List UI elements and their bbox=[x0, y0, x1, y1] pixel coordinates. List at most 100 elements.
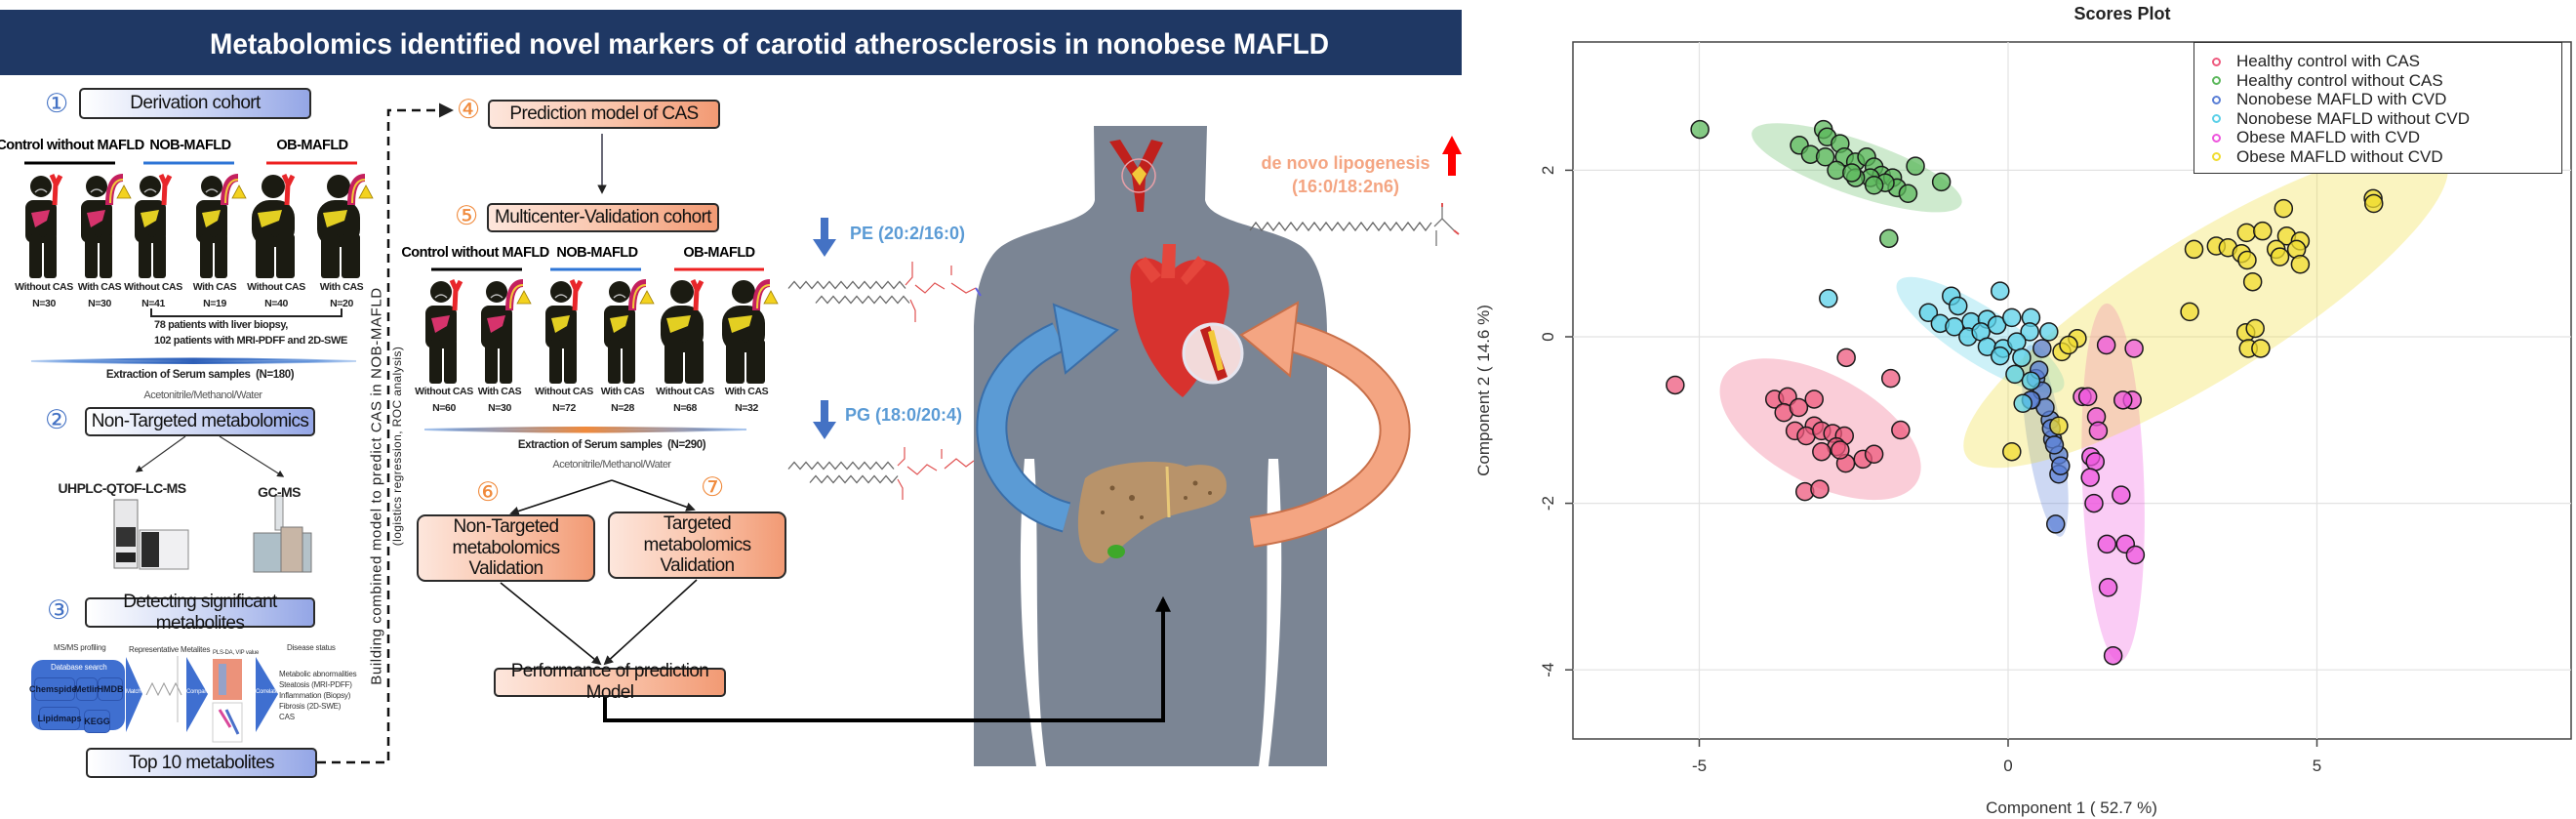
step-2-number: ② bbox=[45, 405, 69, 435]
non-targeted-validation-box: Non-Targeted metabolomics Validation bbox=[417, 514, 595, 582]
subject-group-label: Without CAS N=60 bbox=[415, 384, 473, 417]
model-method-label: (logistics regression, ROC analysis) bbox=[390, 346, 404, 547]
data-point bbox=[2080, 468, 2100, 487]
db-lipidmaps: Lipidmaps bbox=[38, 707, 82, 730]
arrow-to-gcms bbox=[219, 435, 285, 477]
derivation-cohort-box: Derivation cohort bbox=[79, 88, 311, 119]
data-point bbox=[2270, 247, 2290, 266]
carbon-chain bbox=[1249, 221, 1432, 232]
cas-status: Without CAS bbox=[656, 386, 714, 397]
cas-status: Without CAS bbox=[15, 281, 73, 293]
data-point bbox=[2021, 371, 2041, 390]
liver-icon bbox=[610, 315, 628, 333]
subject-group-label: Without CAS N=41 bbox=[124, 279, 182, 312]
legend-marker-icon bbox=[2212, 76, 2221, 85]
data-point bbox=[2251, 339, 2271, 358]
pg-down-arrow-icon bbox=[813, 400, 836, 439]
data-point bbox=[2180, 302, 2199, 322]
legend-marker-icon bbox=[2212, 152, 2221, 161]
data-point bbox=[2125, 545, 2146, 565]
carotid-artery-image bbox=[1109, 140, 1163, 212]
legend-label: Obese MAFLD with CVD bbox=[2236, 128, 2420, 146]
data-point bbox=[2085, 452, 2106, 471]
x-tick-label: -5 bbox=[1692, 757, 1707, 775]
data-point bbox=[1991, 346, 2010, 366]
derivation-cohort-title: Derivation cohort bbox=[130, 93, 261, 114]
legend-item: Obese MAFLD without CVD bbox=[2212, 147, 2443, 167]
data-point bbox=[2096, 335, 2116, 355]
legend-marker-icon bbox=[2212, 114, 2221, 123]
data-point bbox=[1690, 119, 1710, 140]
subject-group-label: With CAS N=30 bbox=[78, 279, 122, 312]
subject-group-label: With CAS N=20 bbox=[320, 279, 364, 312]
data-point bbox=[2097, 534, 2117, 554]
non-targeted-metabolomics-title: Non-Targeted metabolomics bbox=[91, 411, 309, 432]
human-body-silhouette bbox=[974, 126, 1327, 766]
legend-item: Healthy control without CAS bbox=[2212, 71, 2443, 91]
data-point bbox=[2051, 456, 2071, 475]
cas-status: With CAS bbox=[724, 386, 769, 397]
performance-box: Performance of prediction Model bbox=[494, 661, 726, 703]
data-point bbox=[2045, 514, 2066, 534]
step-4-number: ④ bbox=[457, 95, 481, 125]
salmon-curved-arrow bbox=[1239, 301, 1411, 548]
arrow-to-lcms bbox=[135, 435, 186, 472]
validation-extraction-label: Extraction of Serum samples bbox=[517, 439, 663, 451]
data-point bbox=[2039, 322, 2059, 342]
db-kegg: KEGG bbox=[84, 710, 110, 733]
sample-size: N=28 bbox=[611, 402, 634, 414]
db-metlin: Metlin bbox=[74, 677, 100, 701]
data-point bbox=[2103, 645, 2123, 666]
data-point bbox=[1880, 368, 1901, 389]
data-point bbox=[1831, 440, 1850, 460]
cas-status: Without CAS bbox=[247, 281, 305, 293]
step-7-number: ⑦ bbox=[701, 472, 725, 503]
data-point bbox=[1906, 156, 1925, 176]
data-point bbox=[2184, 239, 2204, 260]
validation-separator bbox=[423, 427, 747, 433]
pe-marker-label: PE (20:2/16:0) bbox=[850, 224, 966, 243]
legend-item: Nonobese MAFLD without CVD bbox=[2212, 109, 2470, 129]
data-point bbox=[1898, 184, 1918, 204]
figure-title: Metabolomics identified novel markers of… bbox=[210, 28, 1329, 61]
axis-ticks: -5 0 5 2 0 -2 -4 bbox=[1539, 166, 2321, 775]
data-point bbox=[2124, 339, 2144, 358]
legend-label: Healthy control without CAS bbox=[2236, 70, 2443, 90]
data-point bbox=[2002, 307, 2022, 328]
arrow-targeted-to-performance bbox=[603, 579, 698, 666]
step-1-number: ① bbox=[45, 89, 69, 119]
data-point bbox=[1879, 228, 1899, 249]
data-point bbox=[1819, 289, 1838, 308]
legend-marker-icon bbox=[2212, 57, 2221, 66]
data-point bbox=[1991, 281, 2010, 301]
liver-icon bbox=[728, 315, 752, 333]
representative-metabolites-label: Representative Metalites bbox=[129, 645, 211, 654]
liver-icon bbox=[487, 315, 505, 333]
artery-icon bbox=[449, 278, 463, 311]
disease-item: CAS bbox=[279, 713, 295, 721]
pe-down-arrow-icon bbox=[813, 218, 836, 257]
person-icon bbox=[481, 279, 532, 384]
top-10-metabolites-title: Top 10 metabolites bbox=[129, 752, 274, 773]
subject-group-label: Without CAS N=40 bbox=[247, 279, 305, 312]
model-building-dashed-connector bbox=[317, 102, 454, 764]
person-icon bbox=[135, 173, 173, 278]
person-icon bbox=[317, 174, 374, 278]
db-chemspider: Chemspider bbox=[29, 677, 80, 701]
data-point bbox=[2012, 348, 2032, 368]
x-tick-label: 5 bbox=[2313, 757, 2321, 775]
pls-da-label: PLS-DA, VIP value bbox=[213, 650, 260, 656]
biopsy-note-line-2: 102 patients with MRI-PDFF and 2D-SWE bbox=[154, 335, 347, 347]
data-point bbox=[1987, 315, 2007, 335]
validation-extraction: Extraction of Serum samples (N=290) bbox=[517, 439, 706, 451]
data-point bbox=[1864, 444, 1884, 465]
warning-icon bbox=[639, 290, 655, 305]
ms-profiling-label: MS/MS profiling bbox=[54, 643, 106, 652]
y-tick-label: 0 bbox=[1539, 332, 1557, 341]
data-point bbox=[1836, 348, 1856, 368]
database-search-label: Database search bbox=[51, 663, 107, 672]
legend-label: Healthy control with CAS bbox=[2236, 52, 2421, 70]
carbon-chain bbox=[809, 474, 899, 484]
warning-icon bbox=[231, 184, 247, 199]
non-targeted-metabolomics-box: Non-Targeted metabolomics bbox=[85, 407, 315, 436]
